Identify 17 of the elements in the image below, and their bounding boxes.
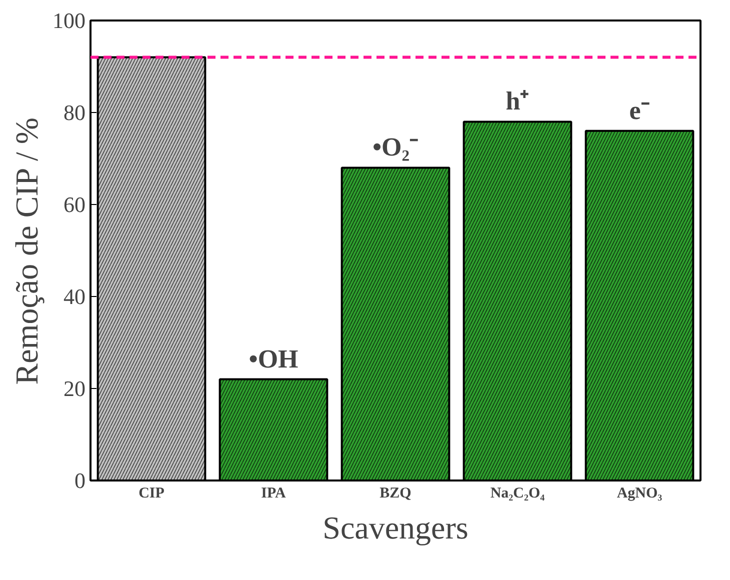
x-tick-label: Na₂C₂O₄ (490, 486, 546, 502)
y-tick-label: 100 (52, 8, 86, 33)
y-axis-title: Remoção de CIP / % (8, 117, 44, 385)
annotation: e⁻ (629, 96, 650, 125)
annotation: h⁺ (506, 86, 530, 116)
y-tick-label: 60 (64, 192, 86, 217)
x-axis-title: Scavengers (322, 510, 468, 546)
x-tick-label: BZQ (380, 486, 412, 502)
annotation: •OH (248, 344, 298, 374)
x-tick-label: IPA (261, 486, 286, 502)
y-tick-label: 80 (64, 100, 86, 125)
x-tick-label: CIP (138, 486, 164, 502)
y-tick-label: 0 (74, 468, 86, 493)
y-tick-label: 40 (64, 284, 86, 309)
x-tick-label: AgNO₃ (616, 486, 663, 502)
y-tick-label: 20 (64, 376, 86, 401)
annotation: •O₂⁻ (372, 132, 419, 162)
